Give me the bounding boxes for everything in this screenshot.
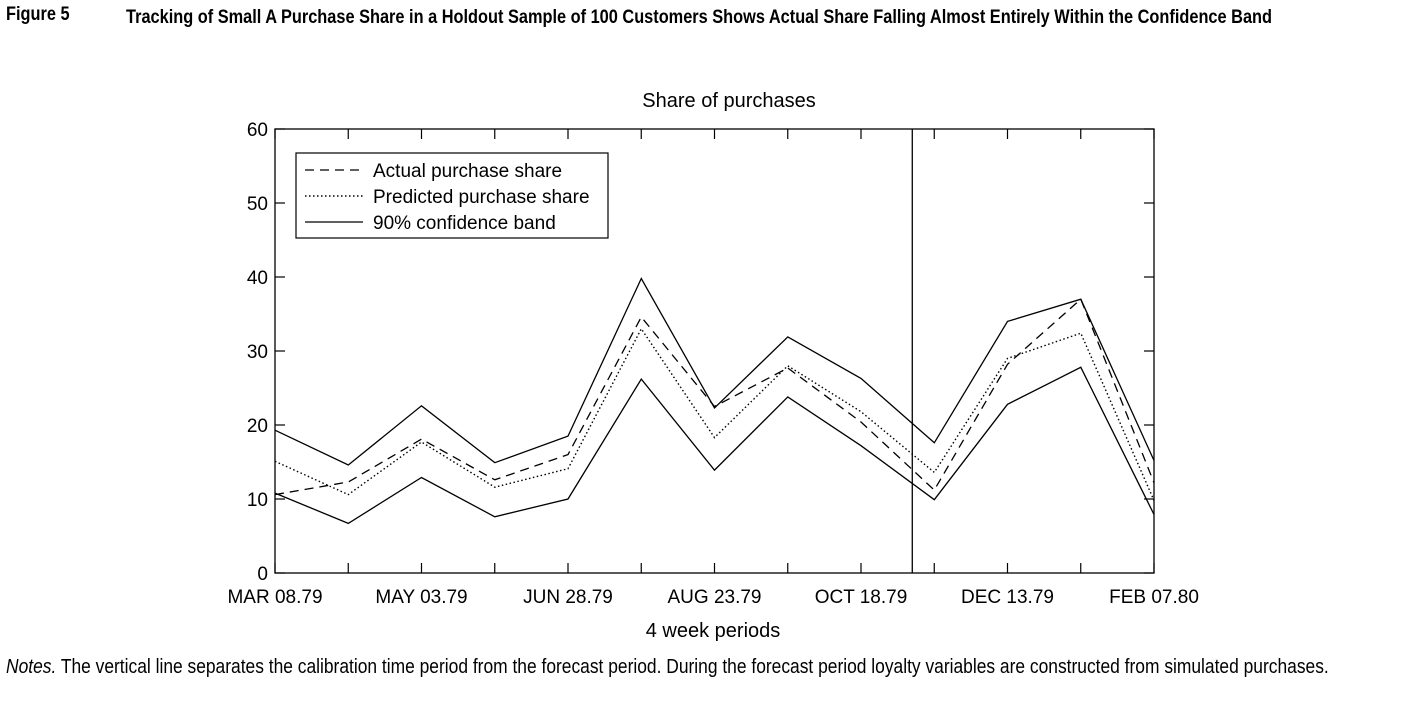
x-tick-label: FEB 07.80 [1109, 587, 1199, 608]
notes-label: Notes. [6, 656, 57, 678]
y-tick-label: 40 [247, 268, 268, 289]
y-tick-label: 10 [247, 490, 268, 511]
y-tick-label: 50 [247, 194, 268, 215]
legend-label: Actual purchase share [373, 161, 562, 182]
series-confidence-band-lower [274, 366, 1155, 525]
figure-label: Figure 5 [6, 4, 70, 25]
x-tick-label: OCT 18.79 [815, 587, 908, 608]
series-predicted-purchase-share [274, 327, 1155, 501]
series-layer [274, 277, 1155, 525]
legend: Actual purchase share Predicted purchase … [295, 152, 609, 239]
x-tick-label: MAR 08.79 [227, 587, 322, 608]
notes-text: The vertical line separates the calibrat… [56, 656, 1329, 678]
x-tick-label: AUG 23.79 [668, 587, 762, 608]
y-tick-label: 60 [247, 120, 268, 141]
legend-label: 90% confidence band [373, 213, 556, 234]
x-axis-label: 4 week periods [646, 620, 781, 642]
series-90-confidence-band [274, 277, 1155, 466]
legend-label: Predicted purchase share [373, 187, 590, 208]
figure-title: Tracking of Small A Purchase Share in a … [126, 7, 1273, 28]
x-tick-label: DEC 13.79 [961, 587, 1054, 608]
axes-layer: 0 10 20 30 40 50 60 MAR 08.79 MAY 03.79 JUN 28.79… [227, 120, 1198, 608]
chart-title: Share of purchases [642, 90, 815, 112]
y-tick-label: 30 [247, 342, 268, 363]
y-tick-label: 20 [247, 416, 268, 437]
x-tick-label: JUN 28.79 [523, 587, 613, 608]
y-tick-label: 0 [257, 564, 268, 585]
series-actual-purchase-share [274, 298, 1155, 496]
x-tick-label: MAY 03.79 [375, 587, 467, 608]
figure-notes: Notes. The vertical line separates the c… [6, 653, 1424, 681]
legend-box [295, 152, 609, 239]
